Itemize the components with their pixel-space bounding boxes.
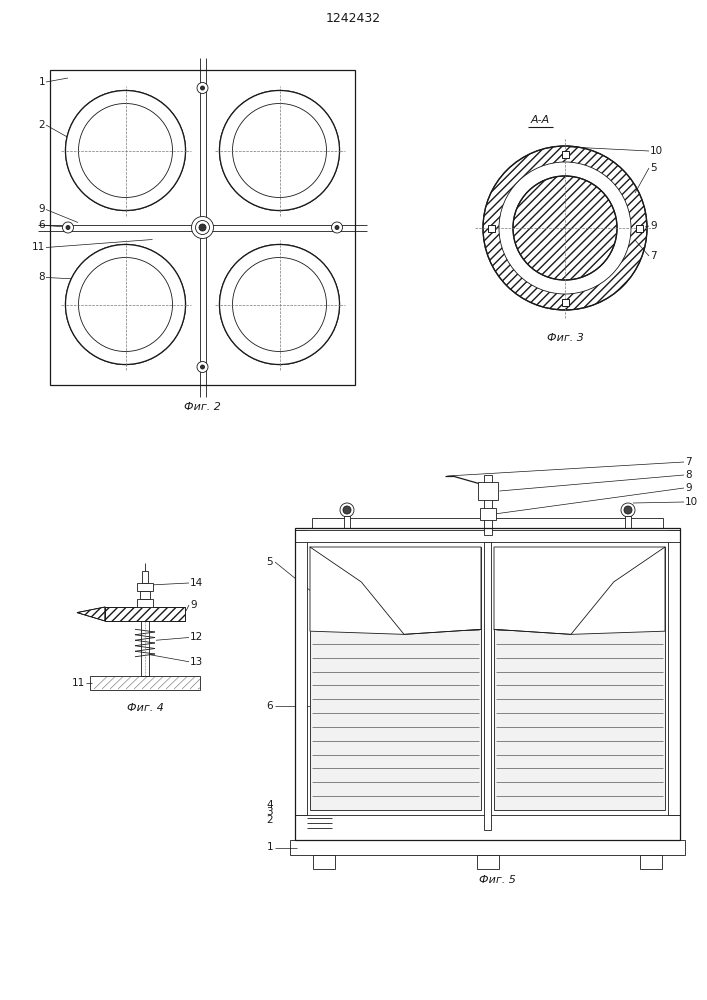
Bar bbox=[344, 516, 350, 528]
Text: 9: 9 bbox=[685, 483, 691, 493]
Circle shape bbox=[199, 224, 206, 231]
Circle shape bbox=[219, 244, 339, 364]
Text: 14: 14 bbox=[190, 578, 203, 588]
Bar bbox=[290, 840, 685, 855]
Text: 5: 5 bbox=[267, 557, 273, 567]
Text: 13: 13 bbox=[190, 657, 203, 667]
Bar bbox=[484, 475, 491, 535]
Text: 2: 2 bbox=[267, 815, 273, 825]
Circle shape bbox=[66, 91, 185, 211]
Circle shape bbox=[621, 503, 635, 517]
Circle shape bbox=[233, 104, 327, 198]
Circle shape bbox=[66, 226, 70, 230]
Bar bbox=[484, 542, 491, 830]
Text: 8: 8 bbox=[685, 470, 691, 480]
Bar bbox=[295, 530, 680, 542]
Bar bbox=[668, 530, 680, 815]
Circle shape bbox=[66, 244, 185, 364]
Circle shape bbox=[219, 91, 339, 211]
Circle shape bbox=[62, 222, 74, 233]
Text: 6: 6 bbox=[38, 221, 45, 231]
Text: 2: 2 bbox=[38, 120, 45, 130]
Bar bbox=[105, 607, 185, 621]
Circle shape bbox=[499, 162, 631, 294]
Polygon shape bbox=[494, 547, 665, 634]
Text: 9: 9 bbox=[38, 205, 45, 215]
Bar bbox=[561, 150, 568, 157]
Text: 1242432: 1242432 bbox=[325, 11, 380, 24]
Text: 4: 4 bbox=[267, 800, 273, 810]
Circle shape bbox=[66, 91, 185, 211]
Bar bbox=[90, 676, 200, 690]
Text: 5: 5 bbox=[650, 163, 657, 173]
Circle shape bbox=[192, 217, 214, 238]
Text: 9: 9 bbox=[650, 221, 657, 231]
Text: 7: 7 bbox=[650, 251, 657, 261]
Text: 11: 11 bbox=[71, 678, 85, 688]
Text: 9: 9 bbox=[190, 600, 197, 610]
Circle shape bbox=[201, 365, 204, 369]
Circle shape bbox=[78, 104, 173, 198]
Circle shape bbox=[197, 361, 208, 372]
Bar bbox=[479, 508, 496, 520]
Text: А-А: А-А bbox=[530, 115, 549, 125]
Circle shape bbox=[219, 91, 339, 211]
Bar bbox=[561, 298, 568, 306]
Text: Фиг. 4: Фиг. 4 bbox=[127, 703, 163, 713]
Bar bbox=[312, 518, 663, 528]
Circle shape bbox=[78, 257, 173, 352]
Circle shape bbox=[233, 257, 327, 352]
Bar bbox=[640, 855, 662, 869]
Text: 1: 1 bbox=[38, 77, 45, 87]
Circle shape bbox=[624, 506, 632, 514]
Bar bbox=[494, 547, 665, 810]
Circle shape bbox=[78, 257, 173, 352]
Circle shape bbox=[219, 244, 339, 364]
Text: 10: 10 bbox=[685, 497, 698, 507]
Polygon shape bbox=[77, 607, 105, 621]
Bar bbox=[477, 855, 498, 869]
Bar bbox=[140, 591, 150, 599]
Bar bbox=[636, 225, 643, 232]
Circle shape bbox=[196, 221, 209, 234]
Bar bbox=[488, 225, 494, 232]
Circle shape bbox=[66, 244, 185, 364]
Bar bbox=[477, 482, 498, 500]
Bar bbox=[295, 528, 680, 840]
Polygon shape bbox=[310, 547, 481, 634]
Circle shape bbox=[201, 86, 204, 90]
Circle shape bbox=[233, 104, 327, 198]
Circle shape bbox=[197, 83, 208, 94]
Circle shape bbox=[233, 257, 327, 352]
Text: 11: 11 bbox=[32, 242, 45, 252]
Bar bbox=[137, 583, 153, 591]
Text: 10: 10 bbox=[650, 146, 663, 156]
Text: Фиг. 5: Фиг. 5 bbox=[479, 875, 516, 885]
Text: Фиг. 2: Фиг. 2 bbox=[184, 402, 221, 412]
Text: Фиг. 3: Фиг. 3 bbox=[547, 333, 583, 343]
Circle shape bbox=[340, 503, 354, 517]
Circle shape bbox=[483, 146, 647, 310]
Bar bbox=[105, 607, 185, 621]
Circle shape bbox=[78, 104, 173, 198]
Bar bbox=[625, 516, 631, 528]
Text: 3: 3 bbox=[267, 807, 273, 817]
Bar bbox=[137, 599, 153, 607]
Text: 12: 12 bbox=[190, 633, 203, 643]
Bar bbox=[313, 855, 335, 869]
Text: 1: 1 bbox=[267, 842, 273, 852]
Text: 6: 6 bbox=[267, 701, 273, 711]
Bar bbox=[295, 530, 307, 815]
Text: 7: 7 bbox=[685, 457, 691, 467]
Bar bbox=[50, 70, 355, 385]
Bar bbox=[141, 621, 149, 676]
Circle shape bbox=[332, 222, 342, 233]
Bar bbox=[295, 815, 680, 840]
Text: 8: 8 bbox=[38, 272, 45, 282]
Bar bbox=[310, 547, 481, 810]
Bar bbox=[142, 571, 148, 583]
Circle shape bbox=[343, 506, 351, 514]
Circle shape bbox=[335, 226, 339, 230]
